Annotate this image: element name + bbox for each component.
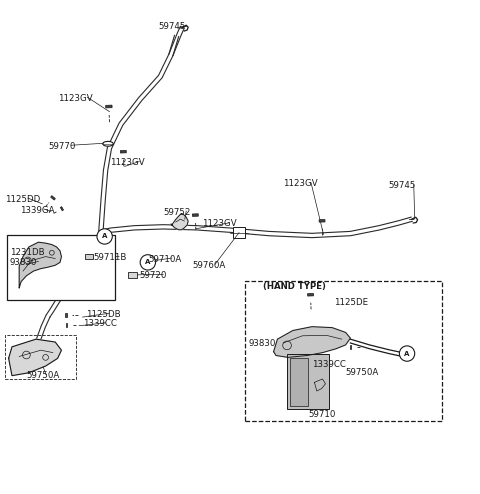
Polygon shape xyxy=(19,242,61,288)
Bar xyxy=(5,335,76,378)
Circle shape xyxy=(399,346,415,361)
Circle shape xyxy=(140,255,156,270)
Bar xyxy=(233,227,245,239)
Bar xyxy=(7,236,115,300)
Polygon shape xyxy=(171,213,188,230)
Bar xyxy=(85,254,93,259)
Ellipse shape xyxy=(103,141,113,146)
Polygon shape xyxy=(9,339,61,375)
Text: 93830: 93830 xyxy=(249,338,276,347)
Text: 93830: 93830 xyxy=(10,258,37,267)
Text: 1123GV: 1123GV xyxy=(58,94,92,103)
Text: 59750A: 59750A xyxy=(346,368,379,377)
Text: A: A xyxy=(404,351,410,357)
Polygon shape xyxy=(350,345,351,349)
Polygon shape xyxy=(65,313,67,318)
Text: 1125DD: 1125DD xyxy=(5,195,40,204)
Text: 1123GV: 1123GV xyxy=(283,179,318,188)
Text: 59745: 59745 xyxy=(389,181,416,190)
Polygon shape xyxy=(274,327,350,357)
Text: A: A xyxy=(102,234,108,240)
Text: A: A xyxy=(145,259,151,265)
Polygon shape xyxy=(120,150,126,153)
Text: 59752: 59752 xyxy=(163,208,191,217)
Text: 1125DB: 1125DB xyxy=(86,310,121,319)
Text: 59770: 59770 xyxy=(48,142,75,151)
Text: 1125DE: 1125DE xyxy=(334,298,368,307)
Polygon shape xyxy=(192,214,198,216)
Text: 1231DB: 1231DB xyxy=(10,248,44,257)
Text: 1339CC: 1339CC xyxy=(312,360,346,369)
Polygon shape xyxy=(308,293,313,296)
Text: 59710: 59710 xyxy=(308,410,336,418)
Text: 59760A: 59760A xyxy=(192,261,225,270)
Text: (HAND TYPE): (HAND TYPE) xyxy=(263,282,326,291)
Polygon shape xyxy=(50,196,55,200)
Text: 1123GV: 1123GV xyxy=(202,219,236,228)
Text: 59750A: 59750A xyxy=(26,371,60,380)
Polygon shape xyxy=(319,219,325,222)
Bar xyxy=(287,354,329,409)
Bar xyxy=(290,358,308,407)
Text: 59711B: 59711B xyxy=(94,253,127,262)
Text: 1123GV: 1123GV xyxy=(110,158,145,167)
Polygon shape xyxy=(106,105,112,108)
Text: 59710A: 59710A xyxy=(149,254,182,263)
Text: 1339GA: 1339GA xyxy=(20,206,55,214)
Text: 1339CC: 1339CC xyxy=(83,319,117,329)
Text: 59745: 59745 xyxy=(158,22,186,31)
Polygon shape xyxy=(60,206,63,211)
Text: 59720: 59720 xyxy=(139,271,167,280)
Bar xyxy=(128,272,137,278)
Polygon shape xyxy=(66,323,67,327)
Circle shape xyxy=(97,229,112,244)
Bar xyxy=(245,281,442,421)
